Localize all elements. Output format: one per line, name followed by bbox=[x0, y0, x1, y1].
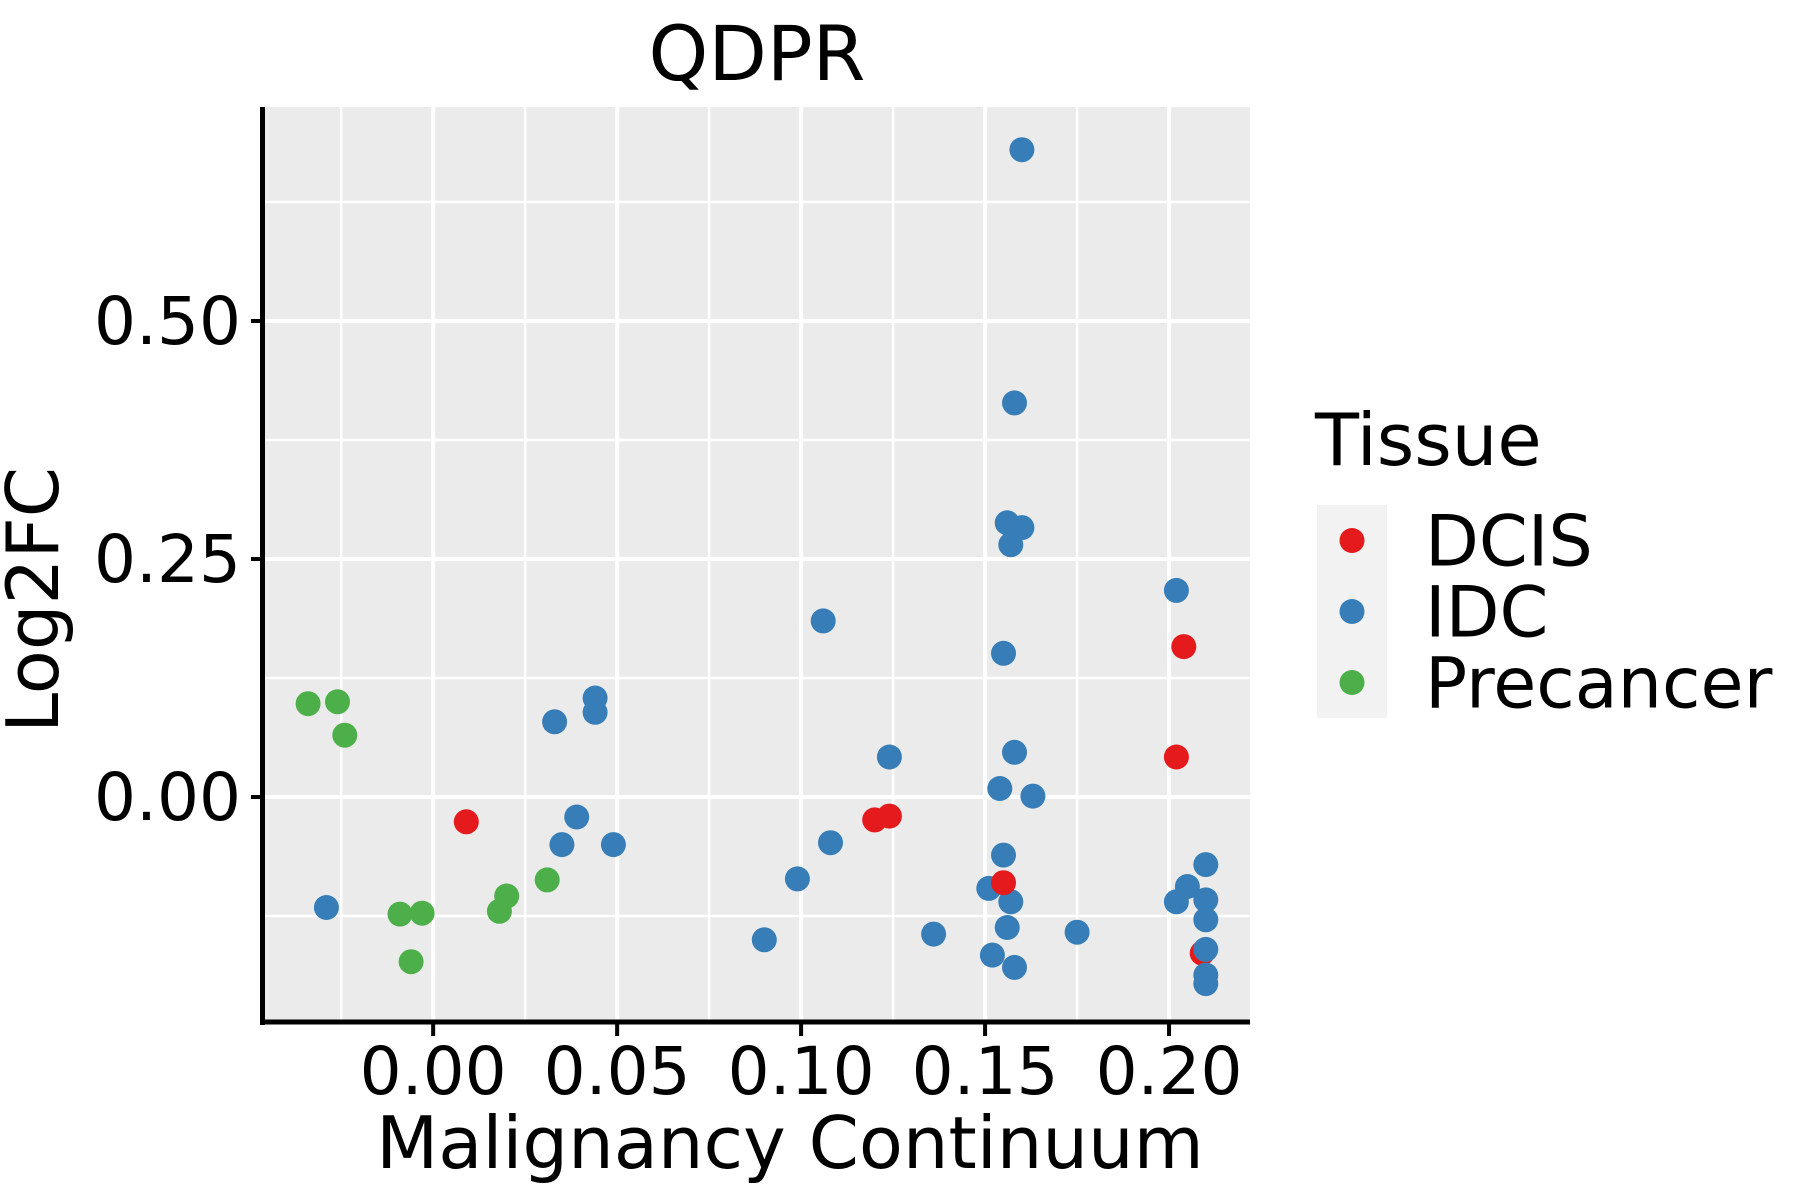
data-point-precancer bbox=[409, 900, 435, 926]
data-point-idc bbox=[1020, 783, 1046, 809]
data-point-idc bbox=[542, 709, 568, 735]
legend-label-idc: IDC bbox=[1425, 572, 1548, 654]
data-point-idc bbox=[564, 804, 590, 830]
data-point-precancer bbox=[387, 901, 413, 927]
data-point-idc bbox=[1193, 852, 1219, 878]
legend-label-precancer: Precancer bbox=[1425, 643, 1773, 725]
x-tick-label: 0.10 bbox=[728, 1033, 875, 1110]
x-tick-label: 0.15 bbox=[912, 1033, 1059, 1110]
data-point-idc bbox=[876, 744, 902, 770]
legend-dot-idc-icon bbox=[1339, 599, 1365, 624]
data-point-idc bbox=[979, 942, 1005, 968]
data-point-idc bbox=[991, 842, 1016, 868]
legend-dot-precancer-icon bbox=[1339, 670, 1365, 695]
data-point-idc bbox=[1009, 137, 1035, 163]
x-tick-labels: 0.00 0.05 0.10 0.15 0.20 bbox=[360, 1033, 1243, 1110]
data-point-idc bbox=[1002, 390, 1027, 416]
legend-label-dcis: DCIS bbox=[1425, 501, 1593, 583]
data-point-idc bbox=[784, 866, 810, 892]
data-point-idc bbox=[600, 832, 626, 858]
data-point-precancer bbox=[534, 867, 560, 893]
y-tick-labels: 0.00 0.25 0.50 bbox=[94, 283, 241, 836]
legend-title: Tissue bbox=[1314, 398, 1542, 482]
data-point-precancer bbox=[325, 689, 350, 715]
y-tick-label: 0.25 bbox=[94, 521, 241, 598]
data-point-precancer bbox=[332, 722, 358, 748]
data-points-layer bbox=[295, 137, 1219, 997]
y-tick-label: 0.50 bbox=[94, 283, 241, 360]
data-point-idc bbox=[1193, 907, 1219, 933]
data-point-idc bbox=[818, 830, 843, 856]
x-tick-label: 0.05 bbox=[544, 1033, 691, 1110]
data-point-dcis bbox=[1171, 634, 1197, 660]
data-point-idc bbox=[582, 699, 608, 725]
data-point-idc bbox=[1174, 874, 1200, 899]
plot-title: QDPR bbox=[649, 9, 866, 98]
data-point-idc bbox=[921, 921, 947, 947]
legend-dot-dcis-icon bbox=[1339, 528, 1365, 553]
data-point-idc bbox=[991, 640, 1016, 666]
data-point-idc bbox=[1009, 515, 1035, 541]
data-point-idc bbox=[751, 927, 777, 953]
x-tick-label: 0.00 bbox=[360, 1033, 507, 1110]
y-tick-label: 0.00 bbox=[94, 759, 241, 836]
data-point-idc bbox=[1193, 887, 1219, 913]
data-point-idc bbox=[810, 608, 836, 634]
plot-panel bbox=[265, 107, 1250, 1022]
data-point-precancer bbox=[295, 691, 321, 717]
data-point-precancer bbox=[398, 949, 424, 975]
data-point-idc bbox=[1193, 971, 1219, 997]
ticks-layer bbox=[251, 319, 1172, 1036]
data-point-dcis bbox=[876, 803, 902, 829]
data-point-precancer bbox=[494, 883, 520, 909]
grid-major bbox=[265, 107, 1250, 1022]
x-axis-title: Malignancy Continuum bbox=[376, 1101, 1204, 1185]
x-tick-label: 0.20 bbox=[1096, 1033, 1243, 1110]
data-point-idc bbox=[987, 776, 1013, 801]
data-point-idc bbox=[1064, 919, 1090, 945]
data-point-dcis bbox=[991, 870, 1016, 896]
data-point-idc bbox=[994, 915, 1020, 940]
data-point-idc bbox=[1002, 739, 1027, 765]
data-point-idc bbox=[1002, 954, 1027, 980]
axes bbox=[260, 107, 1250, 1025]
y-axis-title: Log2FC bbox=[0, 467, 75, 733]
data-point-idc bbox=[1193, 936, 1219, 962]
data-point-idc bbox=[1163, 577, 1189, 603]
data-point-dcis bbox=[453, 809, 479, 835]
data-point-idc bbox=[998, 889, 1024, 915]
data-point-idc bbox=[549, 832, 575, 858]
data-point-idc bbox=[313, 895, 339, 920]
data-point-dcis bbox=[1163, 744, 1189, 770]
